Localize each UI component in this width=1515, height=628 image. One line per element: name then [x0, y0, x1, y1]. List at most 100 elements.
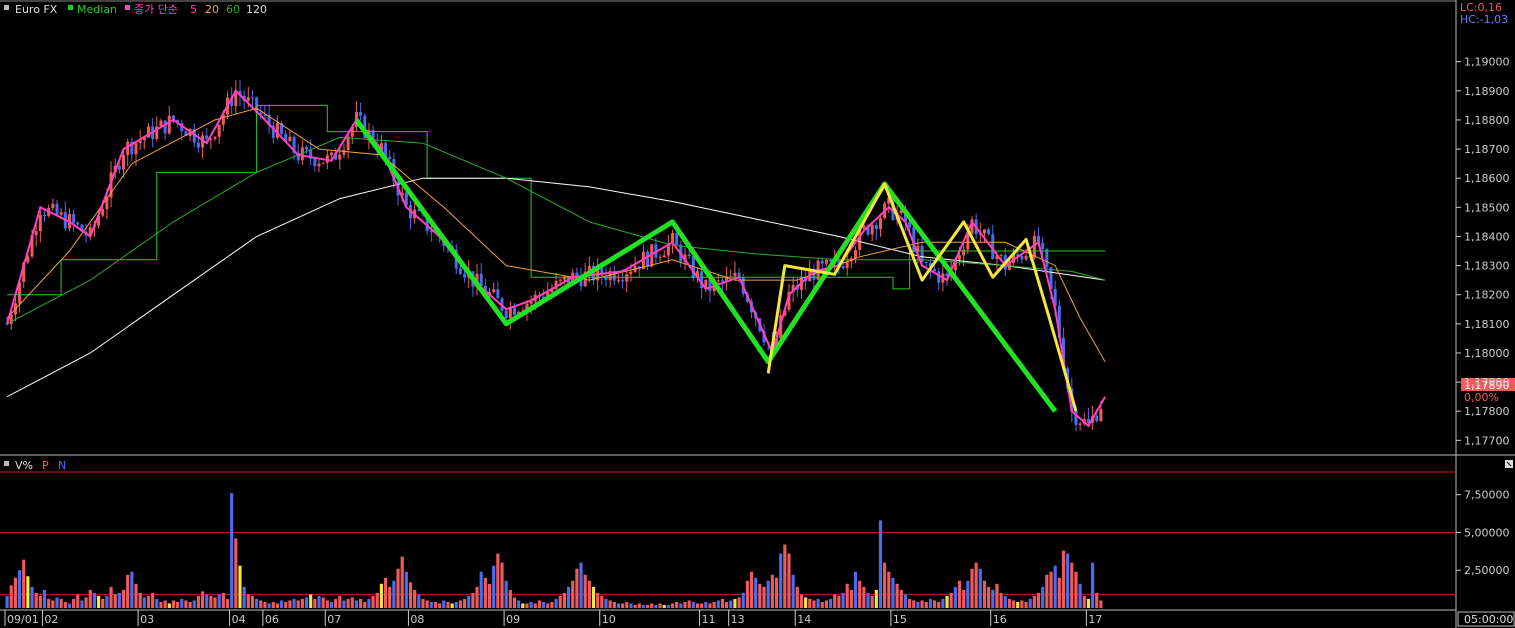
candle-body	[267, 114, 271, 126]
candle-body	[596, 266, 600, 281]
volume-bar	[621, 603, 625, 608]
volume-bar	[966, 580, 970, 608]
candle-body	[737, 272, 741, 278]
time-tick-label: 02	[44, 613, 58, 626]
candle-body	[384, 143, 388, 158]
volume-bar	[687, 600, 691, 608]
candle-body	[525, 303, 529, 312]
candle-body	[1061, 337, 1065, 369]
volume-bar	[359, 598, 363, 608]
time-readout-label: 05:00:00	[1464, 613, 1513, 626]
price-tick-label: 1,18800	[1464, 114, 1510, 127]
candle-body	[542, 296, 546, 299]
volume-bar	[508, 589, 512, 608]
volume-bar	[937, 601, 941, 608]
volume-bar	[463, 598, 467, 608]
volume-bar	[67, 603, 72, 608]
volume-bar	[159, 601, 163, 608]
volume-bar	[737, 597, 741, 608]
panel-close-button[interactable]	[1505, 460, 1513, 468]
candle-body	[508, 307, 512, 319]
volume-bar	[762, 586, 766, 608]
candle-body	[695, 271, 699, 279]
volume-bar	[296, 600, 300, 608]
candle-body	[662, 255, 666, 258]
candle-body	[458, 268, 462, 274]
candle-body	[76, 222, 80, 225]
candle-body	[671, 233, 675, 244]
candle-body	[529, 301, 533, 304]
candle-body	[217, 124, 221, 137]
time-tick-label: 11	[702, 613, 716, 626]
volume-bar	[525, 603, 529, 608]
median-label: Median	[77, 3, 117, 16]
volume-bar	[400, 556, 404, 608]
candle-body	[205, 135, 209, 139]
volume-bar	[101, 598, 105, 608]
price-tick-label: 1,18300	[1464, 260, 1510, 273]
volume-bar	[467, 595, 471, 608]
volume-bar	[1007, 598, 1011, 608]
volume-bar	[342, 600, 346, 608]
candle-body	[238, 90, 242, 96]
candle-body	[288, 136, 292, 142]
volume-bar	[238, 565, 242, 608]
candle-body	[962, 249, 966, 256]
volume-bar	[471, 592, 475, 608]
volume-bar	[446, 601, 450, 608]
volume-bar	[142, 597, 146, 608]
candle-body	[600, 266, 604, 276]
volume-bar	[1036, 592, 1041, 608]
volume-bar	[749, 571, 754, 608]
volume-bar	[1066, 553, 1070, 608]
candle-body	[1049, 267, 1053, 289]
volume-tick-label: 5,00000	[1464, 526, 1510, 539]
candle-body	[820, 260, 824, 264]
candle-body	[321, 162, 325, 164]
indicator-lines	[6, 89, 1106, 428]
volume-bar	[679, 603, 683, 608]
volume-bar	[155, 598, 159, 608]
candle-body	[579, 276, 583, 287]
volume-bar	[791, 574, 795, 608]
volume-bar	[987, 586, 991, 608]
candle-body	[22, 262, 26, 282]
volume-bar	[209, 595, 213, 608]
volume-bar	[837, 595, 841, 608]
current-price-change: 0,00%	[1464, 391, 1499, 404]
candle-body	[325, 155, 329, 163]
volume-bar	[695, 603, 700, 608]
volume-bar	[795, 586, 799, 608]
volume-bar	[26, 576, 30, 608]
candle-body	[171, 115, 175, 121]
volume-tick-label: 7,50000	[1464, 489, 1510, 502]
candle-body	[870, 224, 874, 235]
volume-bar	[941, 598, 945, 608]
price-tick-label: 1,18500	[1464, 201, 1510, 214]
candle-body	[899, 209, 903, 213]
volume-bar	[259, 600, 263, 608]
volume-bar	[346, 598, 350, 608]
volume-bar	[691, 601, 695, 608]
volume-bar	[192, 600, 196, 608]
candle-body	[587, 265, 591, 272]
volume-bar	[496, 553, 500, 608]
candle-body	[329, 152, 333, 156]
candle-body	[280, 123, 284, 134]
volume-bar	[1057, 577, 1061, 608]
volume-bar	[92, 592, 96, 608]
candle-body	[388, 157, 392, 160]
volume-bar	[288, 600, 292, 608]
volume-bar	[242, 586, 246, 608]
volume-bar	[1078, 583, 1082, 608]
volume-bar	[383, 577, 388, 608]
volume-bar	[887, 571, 891, 608]
price-tick-label: 1,18600	[1464, 172, 1510, 185]
volume-bar	[1020, 600, 1024, 608]
candle-body	[1099, 408, 1103, 421]
volume-bar	[970, 568, 974, 608]
volume-bar	[221, 592, 225, 608]
candle-body	[1053, 288, 1057, 306]
candle-body	[155, 126, 159, 140]
volume-bar	[334, 598, 338, 608]
